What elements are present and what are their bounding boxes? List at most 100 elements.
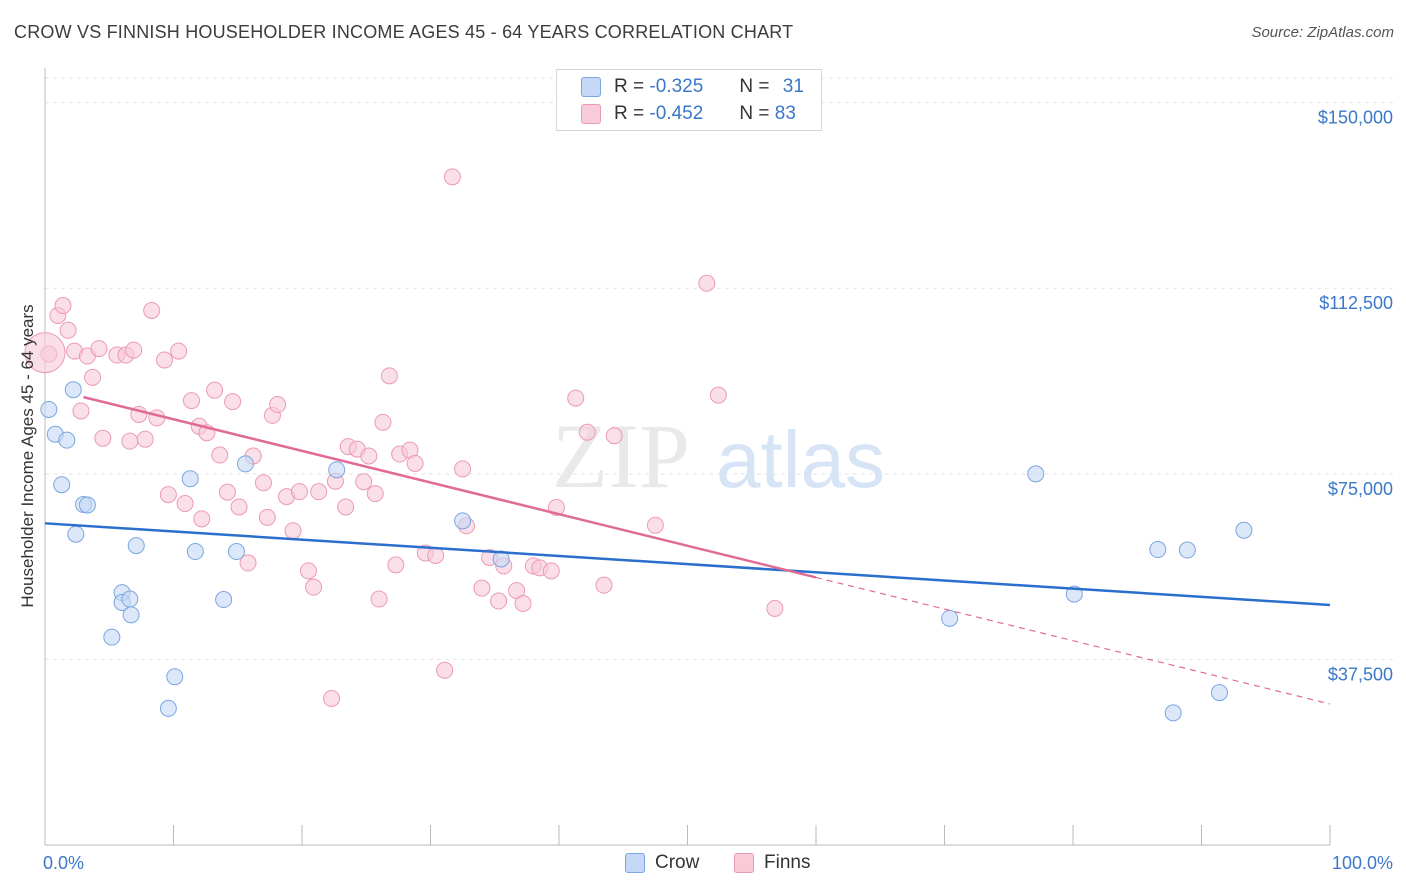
finns-point bbox=[542, 562, 560, 580]
crow-point bbox=[166, 668, 184, 686]
crow-point bbox=[1149, 541, 1167, 559]
crow-point bbox=[1164, 704, 1182, 722]
finns-point bbox=[337, 498, 355, 516]
finns-point bbox=[218, 483, 236, 501]
legend-item-finns[interactable]: Finns bbox=[734, 852, 810, 874]
finns-point bbox=[473, 579, 491, 597]
finns-point bbox=[436, 661, 454, 679]
finns-point bbox=[239, 554, 257, 572]
finns-point bbox=[490, 592, 508, 610]
finns-point bbox=[258, 508, 276, 526]
x-tick-label: 100.0% bbox=[1332, 853, 1393, 873]
y-tick-label: $150,000 bbox=[1318, 108, 1393, 128]
legend: R = -0.325 N = 31 R = -0.452 N = 83 bbox=[556, 69, 822, 131]
legend-r-label: R = bbox=[614, 103, 645, 124]
finns-point bbox=[360, 447, 378, 465]
finns-point bbox=[370, 590, 388, 608]
finns-point bbox=[578, 423, 596, 441]
crow-legend-label: Crow bbox=[655, 852, 700, 873]
finns-point bbox=[156, 351, 174, 369]
finns-point bbox=[254, 474, 272, 492]
crow-swatch bbox=[581, 77, 601, 97]
y-axis-labels: $37,500 $75,000 $112,500 $150,000 bbox=[1318, 108, 1393, 685]
crow-point bbox=[328, 461, 346, 479]
axes bbox=[44, 68, 1331, 846]
y-tick-label: $37,500 bbox=[1328, 664, 1393, 684]
finns-swatch bbox=[581, 104, 601, 124]
watermark-zip: ZIP bbox=[552, 405, 690, 507]
finns-point bbox=[766, 599, 784, 617]
gridlines bbox=[45, 77, 1395, 660]
finns-point bbox=[366, 485, 384, 503]
finns-trend-line-extrapolated bbox=[815, 576, 1331, 705]
finns-point bbox=[709, 386, 727, 404]
finns-point bbox=[182, 392, 200, 410]
finns-point bbox=[374, 413, 392, 431]
y-tick-label: $112,500 bbox=[1319, 293, 1393, 313]
crow-point bbox=[215, 591, 233, 609]
finns-point bbox=[698, 274, 716, 292]
legend-r-value: -0.452 bbox=[649, 103, 704, 124]
finns-point bbox=[206, 381, 224, 399]
crow-point bbox=[181, 470, 199, 488]
finns-point bbox=[595, 576, 613, 594]
legend-r-value: -0.325 bbox=[649, 76, 704, 97]
y-axis-title: Householder Income Ages 45 - 64 years bbox=[18, 304, 37, 607]
legend-item-crow[interactable]: Crow bbox=[625, 852, 699, 874]
finns-point bbox=[323, 690, 341, 708]
watermark-atlas: atlas bbox=[716, 415, 885, 504]
finns-legend-swatch bbox=[734, 853, 754, 873]
finns-point bbox=[211, 446, 229, 464]
crow-point bbox=[64, 381, 82, 399]
finns-point bbox=[193, 510, 211, 528]
finns-point bbox=[305, 578, 323, 596]
finns-point bbox=[406, 454, 424, 472]
finns-trend-line bbox=[83, 395, 817, 579]
finns-point bbox=[387, 556, 405, 574]
finns-point bbox=[54, 297, 72, 315]
crow-point bbox=[1178, 541, 1196, 559]
finns-point bbox=[646, 516, 664, 534]
trend-lines bbox=[44, 395, 1331, 705]
crow-point bbox=[941, 609, 959, 627]
finns-point bbox=[136, 430, 154, 448]
crow-point bbox=[1235, 521, 1253, 539]
finns-point bbox=[299, 562, 317, 580]
data-points bbox=[24, 168, 1253, 722]
finns-point bbox=[443, 168, 461, 186]
crow-legend-swatch bbox=[625, 853, 645, 873]
finns-point bbox=[380, 367, 398, 385]
watermark: ZIP atlas bbox=[552, 405, 885, 507]
legend-n-label: N = bbox=[739, 76, 770, 97]
crow-point bbox=[78, 496, 96, 514]
finns-legend-label: Finns bbox=[764, 852, 811, 873]
crow-point bbox=[127, 537, 145, 555]
crow-point bbox=[236, 455, 254, 473]
finns-point bbox=[514, 594, 532, 612]
finns-point bbox=[90, 340, 108, 358]
crow-point bbox=[121, 590, 139, 608]
finns-point bbox=[224, 393, 242, 411]
finns-point bbox=[125, 341, 143, 359]
x-tick-label: 0.0% bbox=[43, 853, 84, 873]
finns-point bbox=[170, 342, 188, 360]
crow-point bbox=[492, 550, 510, 568]
finns-point bbox=[605, 427, 623, 445]
finns-point bbox=[94, 429, 112, 447]
finns-point bbox=[230, 498, 248, 516]
finns-point bbox=[176, 495, 194, 513]
crow-point bbox=[58, 431, 76, 449]
crow-trend-line bbox=[44, 522, 1331, 607]
crow-point bbox=[159, 699, 177, 717]
series-legend: Crow Finns bbox=[0, 852, 1406, 876]
crow-point bbox=[53, 476, 71, 494]
crow-point bbox=[1027, 465, 1045, 483]
finns-point bbox=[143, 302, 161, 320]
legend-n-value: 31 bbox=[782, 76, 804, 97]
legend-n-value: 83 bbox=[774, 103, 796, 124]
finns-point bbox=[121, 432, 139, 450]
crow-point bbox=[227, 543, 245, 561]
crow-point bbox=[454, 512, 472, 530]
finns-point bbox=[427, 546, 445, 564]
